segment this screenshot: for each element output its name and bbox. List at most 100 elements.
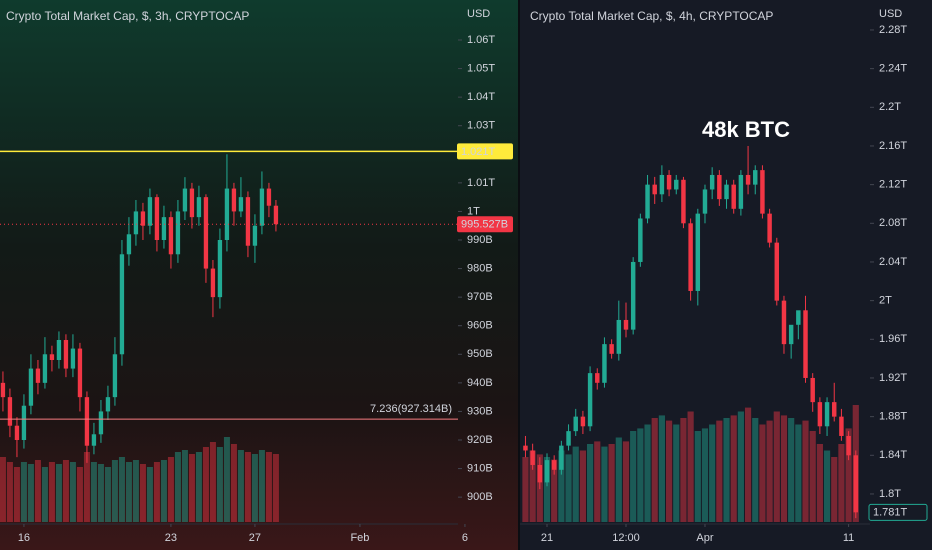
candle-body	[595, 373, 600, 383]
candle-body	[70, 348, 76, 369]
candle-body	[551, 460, 557, 470]
axis-unit: USD	[879, 8, 902, 20]
volume-bar	[809, 431, 816, 522]
volume-bar	[6, 462, 13, 522]
candle-body	[587, 373, 593, 427]
chart-title: Crypto Total Market Cap, $, 3h, CRYPTOCA…	[6, 9, 249, 23]
y-tick-label: 900B	[467, 491, 493, 503]
candle-body	[63, 340, 69, 369]
volume-bar	[709, 424, 716, 522]
candle-body	[537, 464, 543, 483]
y-tick-label: 960B	[467, 320, 493, 332]
candle-body	[702, 189, 708, 214]
volume-bar	[572, 446, 579, 522]
volume-bar	[565, 454, 572, 522]
x-tick-label: Apr	[696, 532, 713, 544]
candle-body	[609, 344, 614, 354]
volume-bar	[188, 454, 195, 522]
candle-body	[168, 217, 174, 255]
volume-bar	[766, 420, 773, 522]
candle-body	[666, 174, 672, 190]
candle-body	[161, 217, 167, 240]
candle-body	[252, 225, 258, 246]
candle-body	[767, 213, 772, 243]
y-tick-label: 1.03T	[467, 120, 495, 132]
candle-body	[817, 402, 823, 427]
y-tick-label: 1.01T	[467, 177, 495, 189]
candle-body	[853, 455, 859, 513]
volume-bar	[680, 418, 687, 522]
volume-bar	[637, 428, 644, 522]
volume-bar	[780, 415, 788, 522]
y-tick-label: 1.8T	[879, 488, 901, 500]
candle-body	[832, 402, 837, 417]
divider	[518, 0, 520, 550]
volume-bar	[522, 457, 529, 522]
price-label-box	[868, 503, 928, 521]
volume-bar	[723, 418, 730, 522]
x-tick-label: 27	[249, 532, 261, 544]
candle-body	[803, 310, 808, 378]
volume-bar	[788, 418, 795, 522]
x-tick-label: Feb	[350, 532, 369, 544]
volume-bar	[41, 467, 48, 522]
x-tick-label: 12:00	[612, 532, 640, 544]
candle-body	[731, 184, 736, 209]
candle-body	[580, 416, 586, 427]
candle-body	[623, 319, 629, 330]
candle-body	[652, 184, 657, 195]
volume-bar	[174, 452, 181, 522]
candle-body	[210, 268, 216, 298]
volume-bar	[69, 462, 76, 522]
candle-body	[781, 300, 787, 345]
volume-bar	[62, 460, 69, 522]
volume-bar	[132, 460, 139, 522]
candle-body	[745, 174, 751, 185]
y-tick-label: 2.08T	[879, 217, 907, 229]
candle-body	[602, 344, 607, 383]
volume-bar	[272, 454, 279, 522]
y-tick-label: 1.06T	[467, 34, 495, 46]
candle-body	[182, 188, 188, 212]
volume-bar	[586, 444, 594, 522]
candle-body	[35, 368, 41, 383]
y-tick-label: 2.2T	[879, 101, 901, 113]
candle-body	[717, 174, 722, 200]
volume-bar	[146, 467, 153, 522]
candle-body	[28, 368, 34, 406]
volume-bar	[823, 450, 831, 522]
volume-bar	[795, 424, 802, 522]
x-tick-label: 23	[165, 532, 177, 544]
candle-body	[688, 223, 693, 291]
price-label: 1.021T	[461, 146, 496, 158]
y-tick-label: 2.16T	[879, 140, 907, 152]
candle-body	[544, 460, 550, 483]
y-tick-label: 930B	[467, 405, 493, 417]
volume-bar	[209, 442, 216, 522]
candle-body	[133, 211, 139, 235]
y-tick-label: 1.04T	[467, 91, 495, 103]
candle-body	[238, 197, 244, 212]
volume-bar	[816, 444, 823, 522]
candle-body	[21, 405, 27, 440]
volume-bar	[258, 450, 265, 522]
volume-bar	[167, 457, 174, 522]
candle-body	[753, 170, 758, 185]
candle-body	[638, 218, 643, 262]
volume-bar	[845, 428, 852, 522]
volume-bar	[111, 460, 118, 522]
y-tick-label: 1.92T	[879, 372, 907, 384]
candle-body	[7, 397, 13, 426]
price-label: 1.781T	[873, 507, 908, 519]
volume-bar	[551, 459, 558, 522]
volume-bar	[630, 431, 637, 522]
volume-bar	[118, 457, 125, 522]
volume-bar	[97, 464, 104, 522]
candle-body	[98, 411, 104, 435]
y-tick-label: 2.24T	[879, 63, 907, 75]
volume-bar	[730, 415, 737, 522]
volume-bar	[687, 411, 694, 522]
candle-body	[84, 397, 90, 446]
volume-bar	[529, 450, 536, 522]
